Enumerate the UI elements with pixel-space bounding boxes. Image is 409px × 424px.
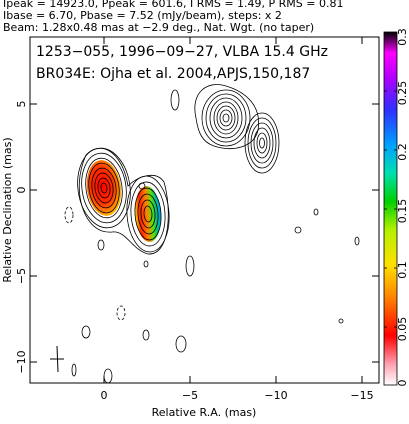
colorbar-tick-label: 0 <box>396 380 409 387</box>
knot-contours <box>126 175 170 253</box>
west-component-contours <box>244 112 280 174</box>
reference-annotation: BR034E: Ojha et al. 2004,APJS,150,187 <box>36 66 310 82</box>
x-axis-label: Relative R.A. (mas) <box>152 406 257 419</box>
x-tick-label: −5 <box>182 389 198 402</box>
x-tick-label: −15 <box>350 389 373 402</box>
y-tick-label: 5 <box>15 101 28 108</box>
y-tick-label: −10 <box>15 350 28 373</box>
source-annotation: 1253−055, 1996−09−27, VLBA 15.4 GHz <box>36 44 328 60</box>
core-polarization-fill <box>86 160 122 216</box>
x-tick-label: 0 <box>101 389 108 402</box>
outer-contour <box>78 147 169 255</box>
y-tick-label: 0 <box>15 187 28 194</box>
negative-contours <box>64 206 126 321</box>
noise-contours <box>71 89 360 383</box>
x-tick-label: −10 <box>264 389 287 402</box>
y-tick-label: −5 <box>15 268 28 284</box>
plot-frame <box>29 36 380 384</box>
colorbar-tick-label: 0.05 <box>396 317 409 342</box>
y-axis-label: Relative Declination (mas) <box>1 137 14 282</box>
header-beam-line: Beam: 1.28x0.48 mas at −2.9 deg., Nat. W… <box>3 21 315 34</box>
contour-layer <box>50 84 360 383</box>
colorbar-ticks <box>384 90 397 328</box>
colorbar-tick-label: 0.3 <box>396 28 409 46</box>
northwest-component-contours <box>194 84 260 149</box>
colorbar-tick-label: 0.25 <box>396 81 409 106</box>
beam-marker <box>50 345 64 373</box>
header-stats-line: Ipeak = 14923.0, Ppeak = 601.6, I RMS = … <box>3 0 344 10</box>
header-base-line: Ibase = 6.70, Pbase = 7.52 (mJy/beam), s… <box>3 9 282 22</box>
colorbar-tick-label: 0.1 <box>396 261 409 279</box>
colorbar-tick-label: 0.2 <box>396 143 409 161</box>
colorbar <box>383 31 398 386</box>
colorbar-tick-label: 0.15 <box>396 199 409 224</box>
tick-marks <box>30 37 379 383</box>
